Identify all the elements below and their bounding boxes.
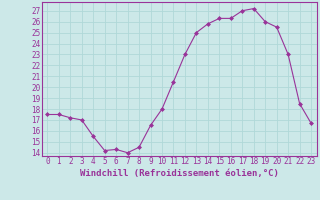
X-axis label: Windchill (Refroidissement éolien,°C): Windchill (Refroidissement éolien,°C) [80,169,279,178]
